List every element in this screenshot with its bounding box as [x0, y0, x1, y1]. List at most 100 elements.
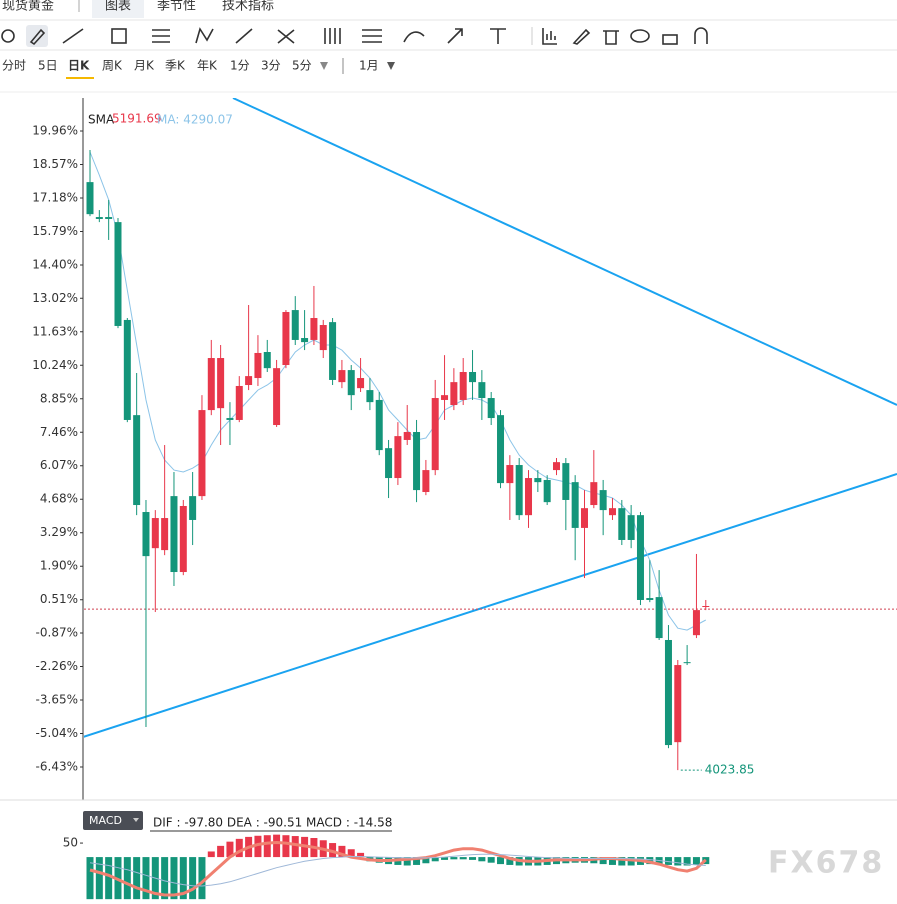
dropdown-arrow[interactable]: [320, 62, 328, 70]
tool-icon[interactable]: [447, 28, 463, 44]
period[interactable]: 3分: [261, 59, 281, 73]
candle-body: [664, 639, 672, 746]
candle-body: [403, 432, 411, 440]
tool-icon[interactable]: [235, 28, 253, 44]
tool-icon[interactable]: [572, 28, 591, 45]
macd-axis: 50: [63, 836, 83, 850]
macd-bar: [413, 857, 421, 865]
y-tick-label: -5.04%: [36, 726, 78, 740]
macd-bar: [217, 845, 225, 858]
candle-body: [394, 436, 402, 479]
trend-line[interactable]: [83, 473, 897, 738]
period[interactable]: 季K: [165, 59, 186, 73]
tool-icon[interactable]: [630, 29, 650, 43]
indicator-name[interactable]: MACD: [89, 814, 122, 827]
candle-body: [478, 382, 486, 399]
period-bar: 分时 5日 日K 周K 月K 季K 年K 1分 3分 5分: [2, 59, 312, 79]
tool-icon[interactable]: [1, 29, 15, 43]
candle-body: [245, 376, 253, 386]
tool-icon[interactable]: [277, 29, 295, 44]
tool-icon[interactable]: [603, 30, 619, 45]
dropdown-arrow[interactable]: [387, 62, 395, 70]
tool-icon[interactable]: [662, 34, 678, 45]
tab[interactable]: 技术指标: [222, 0, 274, 14]
y-tick-label: 1.90%: [40, 559, 78, 573]
tool-icon[interactable]: [362, 29, 382, 43]
candle-body: [375, 399, 383, 451]
tool-icon[interactable]: [324, 28, 341, 44]
tool-icon[interactable]: [152, 29, 170, 43]
macd-bar: [282, 835, 290, 858]
label-bg: [149, 814, 393, 831]
macd-bar: [487, 857, 495, 863]
tool-icon[interactable]: [29, 28, 46, 46]
macd-bar: [431, 857, 439, 862]
low-annotation: 4023.85: [705, 763, 755, 777]
y-tick-label: 15.79%: [32, 224, 78, 238]
candle-body: [543, 479, 551, 503]
toolbar: [1, 25, 708, 47]
macd-bar: [469, 857, 477, 860]
macd-bar: [664, 857, 672, 865]
period[interactable]: 月K: [134, 59, 155, 73]
period[interactable]: 日K: [68, 59, 90, 73]
y-tick-label: 6.07%: [40, 458, 78, 472]
tool-icon[interactable]: [490, 28, 506, 44]
watermark: FX678: [768, 846, 884, 881]
period[interactable]: 周K: [102, 59, 123, 73]
candle-body: [105, 217, 113, 219]
y-axis: 19.96% 18.57% 17.18% 15.79% 14.40% 13.02% 11.6…: [32, 124, 83, 773]
macd-bar: [86, 857, 94, 900]
candle-body: [226, 418, 234, 420]
tool-icon[interactable]: [542, 28, 557, 45]
tool-icon[interactable]: [62, 28, 84, 44]
dropdown-arrow[interactable]: [133, 818, 139, 822]
candle-body: [385, 448, 393, 479]
y-tick-label: -0.87%: [36, 625, 78, 639]
tab[interactable]: 现货黄金: [2, 0, 54, 14]
candle-body: [301, 338, 309, 343]
period[interactable]: 年K: [197, 59, 218, 73]
macd-bar: [226, 841, 234, 858]
tool-icon[interactable]: [111, 28, 127, 44]
candle-body: [702, 606, 710, 608]
period[interactable]: 5分: [292, 59, 312, 73]
macd-bar: [618, 857, 626, 866]
candle-body: [142, 512, 150, 557]
candle-body: [282, 311, 290, 366]
macd-bar: [133, 857, 141, 900]
candle-body: [235, 385, 243, 420]
macd-bar: [450, 857, 458, 860]
y-tick-label: 7.46%: [40, 425, 78, 439]
candle-body: [692, 610, 700, 636]
candle-body: [357, 378, 365, 389]
candle-body: [441, 395, 449, 400]
trend-line[interactable]: [232, 98, 897, 406]
macd-bar: [683, 857, 691, 866]
candle-body: [646, 598, 654, 600]
period[interactable]: 5日: [38, 59, 58, 73]
y-tick-label: 19.96%: [32, 124, 78, 138]
macd-bar: [142, 857, 150, 900]
range-select[interactable]: 1月: [359, 59, 379, 73]
tab[interactable]: 图表: [105, 0, 131, 14]
y-tick-label: 14.40%: [32, 258, 78, 272]
period[interactable]: 分时: [2, 59, 26, 73]
tab-bar: [0, 0, 897, 18]
tool-icon[interactable]: [195, 27, 214, 44]
candle-body: [431, 398, 439, 471]
tool-icon[interactable]: [694, 27, 708, 44]
candle-body: [459, 372, 467, 400]
tab[interactable]: 季节性: [157, 0, 196, 14]
candle-body: [562, 463, 570, 500]
candle-body: [636, 515, 644, 600]
tool-icon[interactable]: [403, 31, 425, 43]
y-tick-label: 10.24%: [32, 358, 78, 372]
candle-body: [413, 432, 421, 491]
candle-body: [674, 665, 682, 743]
candle-body: [608, 508, 616, 516]
indicator-select[interactable]: [83, 811, 143, 830]
macd-bar: [207, 851, 215, 858]
period[interactable]: 1分: [230, 59, 250, 73]
